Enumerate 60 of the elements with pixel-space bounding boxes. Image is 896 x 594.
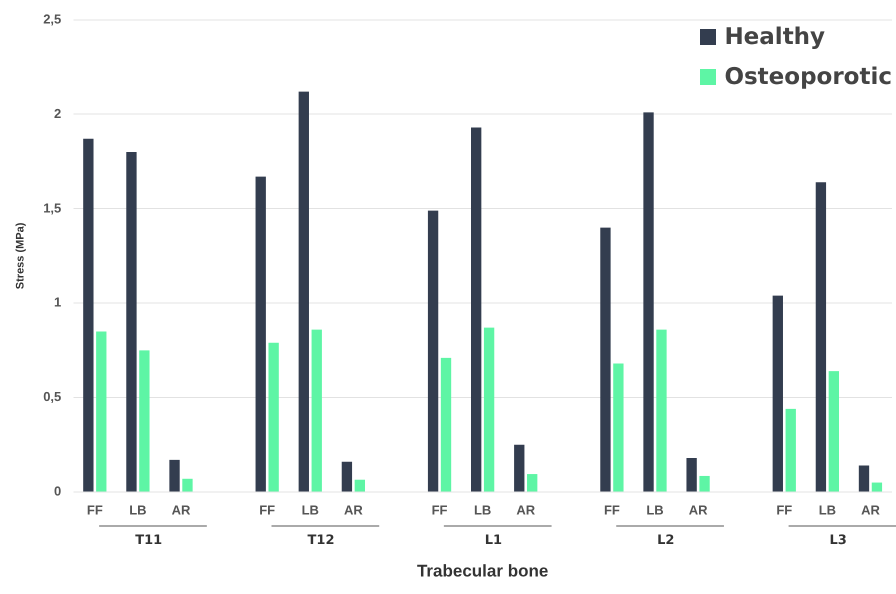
y-tick-label: 0,5: [43, 389, 62, 404]
bar: [828, 371, 839, 492]
text: T12: [308, 532, 335, 548]
y-tick-label: 1,5: [43, 200, 62, 216]
x-tick-label: LB: [129, 502, 147, 518]
bar: [298, 92, 309, 492]
bar: [514, 444, 524, 492]
x-tick-label: FF: [776, 502, 792, 518]
bar: [858, 466, 870, 492]
bar: [83, 138, 94, 492]
bar: [139, 350, 150, 492]
x-tick-label: AR: [344, 502, 364, 518]
x-tick-label: LB: [646, 502, 664, 518]
text: T11: [135, 532, 162, 548]
y-tick-label: 1: [54, 294, 62, 310]
x-tick-label: FF: [259, 502, 276, 518]
bar: [268, 342, 279, 492]
x-tick-label: AR: [172, 502, 191, 518]
x-tick-label: LB: [302, 502, 319, 518]
text: L2: [657, 532, 674, 548]
legend-label: Healthy: [724, 24, 826, 50]
bar: [772, 296, 783, 492]
bar: [256, 176, 266, 492]
bar: [656, 330, 667, 492]
bar: [96, 331, 106, 492]
x-tick-label: FF: [604, 502, 620, 518]
y-tick-label: 2: [54, 106, 62, 121]
x-tick-label: AR: [516, 502, 536, 518]
x-tick-label: AR: [861, 502, 880, 518]
bar: [643, 112, 654, 492]
bar: [816, 182, 826, 492]
bar: [600, 228, 611, 492]
bar: [428, 210, 438, 492]
legend-label: Osteoporotic: [724, 64, 892, 90]
bar: [471, 127, 482, 492]
bar: [169, 460, 180, 492]
x-tick-label: LB: [818, 502, 836, 518]
bar: [527, 474, 538, 492]
text: L1: [484, 532, 502, 548]
bar: [613, 364, 624, 492]
y-tick-label: 2,5: [43, 11, 62, 26]
x-tick-label: AR: [688, 502, 708, 518]
bar: [872, 482, 882, 492]
bar: [686, 458, 697, 492]
x-tick-label: FF: [432, 502, 448, 518]
bar: [440, 358, 452, 492]
bar: [786, 408, 796, 492]
bar: [126, 152, 137, 492]
y-axis-title: Stress (MPa): [14, 222, 27, 290]
bar: [484, 328, 494, 492]
text: L3: [829, 532, 847, 548]
bar: [354, 480, 365, 492]
x-tick-label: FF: [86, 502, 103, 518]
bar: [312, 330, 322, 492]
bar: [342, 462, 352, 492]
bar: [699, 476, 710, 492]
bar: [182, 478, 193, 492]
x-tick-label: LB: [474, 502, 492, 518]
y-tick-label: 0: [54, 484, 62, 499]
x-axis-title: Trabecular bone: [416, 561, 548, 580]
